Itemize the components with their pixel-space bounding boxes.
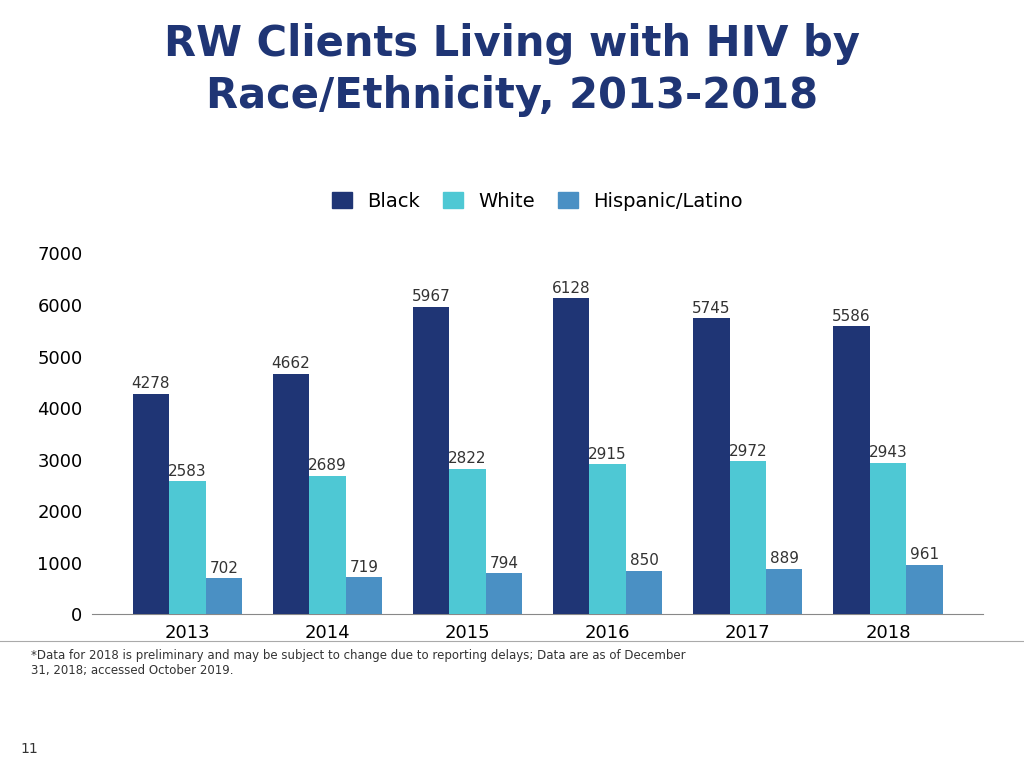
Bar bbox=[206, 578, 242, 614]
Text: 2822: 2822 bbox=[449, 452, 486, 466]
Text: 11: 11 bbox=[20, 743, 38, 756]
Bar bbox=[693, 318, 729, 614]
Bar bbox=[869, 462, 906, 614]
Text: 2689: 2689 bbox=[308, 458, 347, 473]
Bar bbox=[169, 482, 206, 614]
Text: 2943: 2943 bbox=[868, 445, 907, 460]
Text: 961: 961 bbox=[909, 548, 939, 562]
Bar bbox=[133, 394, 169, 614]
Text: 2915: 2915 bbox=[589, 446, 627, 462]
Bar bbox=[346, 578, 382, 614]
Text: *Data for 2018 is preliminary and may be subject to change due to reporting dela: *Data for 2018 is preliminary and may be… bbox=[31, 649, 685, 677]
Text: 4278: 4278 bbox=[132, 376, 170, 391]
Bar bbox=[626, 571, 663, 614]
Text: Protecting You and Your Environment: Protecting You and Your Environment bbox=[746, 743, 888, 752]
Text: DEPARTMENT: DEPARTMENT bbox=[879, 694, 957, 704]
Bar bbox=[766, 568, 803, 614]
Bar bbox=[485, 574, 522, 614]
Bar bbox=[413, 306, 450, 614]
Bar bbox=[553, 299, 590, 614]
Text: 4662: 4662 bbox=[271, 356, 310, 372]
Text: 5967: 5967 bbox=[412, 289, 451, 304]
Bar bbox=[590, 464, 626, 614]
Bar bbox=[729, 461, 766, 614]
Text: RW Clients Living with HIV by
Race/Ethnicity, 2013-2018: RW Clients Living with HIV by Race/Ethni… bbox=[164, 23, 860, 117]
Text: 5586: 5586 bbox=[833, 309, 870, 324]
Bar bbox=[906, 564, 942, 614]
Text: OF HEALTH: OF HEALTH bbox=[879, 719, 943, 729]
Text: 6128: 6128 bbox=[552, 281, 591, 296]
Text: 2583: 2583 bbox=[168, 464, 207, 478]
Text: VIRGINIA: VIRGINIA bbox=[879, 669, 932, 679]
Text: 5745: 5745 bbox=[692, 300, 730, 316]
Text: 889: 889 bbox=[770, 551, 799, 566]
Bar bbox=[272, 374, 309, 614]
Bar bbox=[309, 475, 346, 614]
Text: 719: 719 bbox=[349, 560, 378, 574]
Bar bbox=[450, 469, 485, 614]
Text: 850: 850 bbox=[630, 553, 658, 568]
Bar bbox=[834, 326, 869, 614]
Text: 702: 702 bbox=[209, 561, 239, 576]
Legend: Black, White, Hispanic/Latino: Black, White, Hispanic/Latino bbox=[325, 184, 751, 218]
Text: 2972: 2972 bbox=[728, 444, 767, 458]
Text: 794: 794 bbox=[489, 556, 518, 571]
Text: VDH: VDH bbox=[746, 679, 840, 713]
